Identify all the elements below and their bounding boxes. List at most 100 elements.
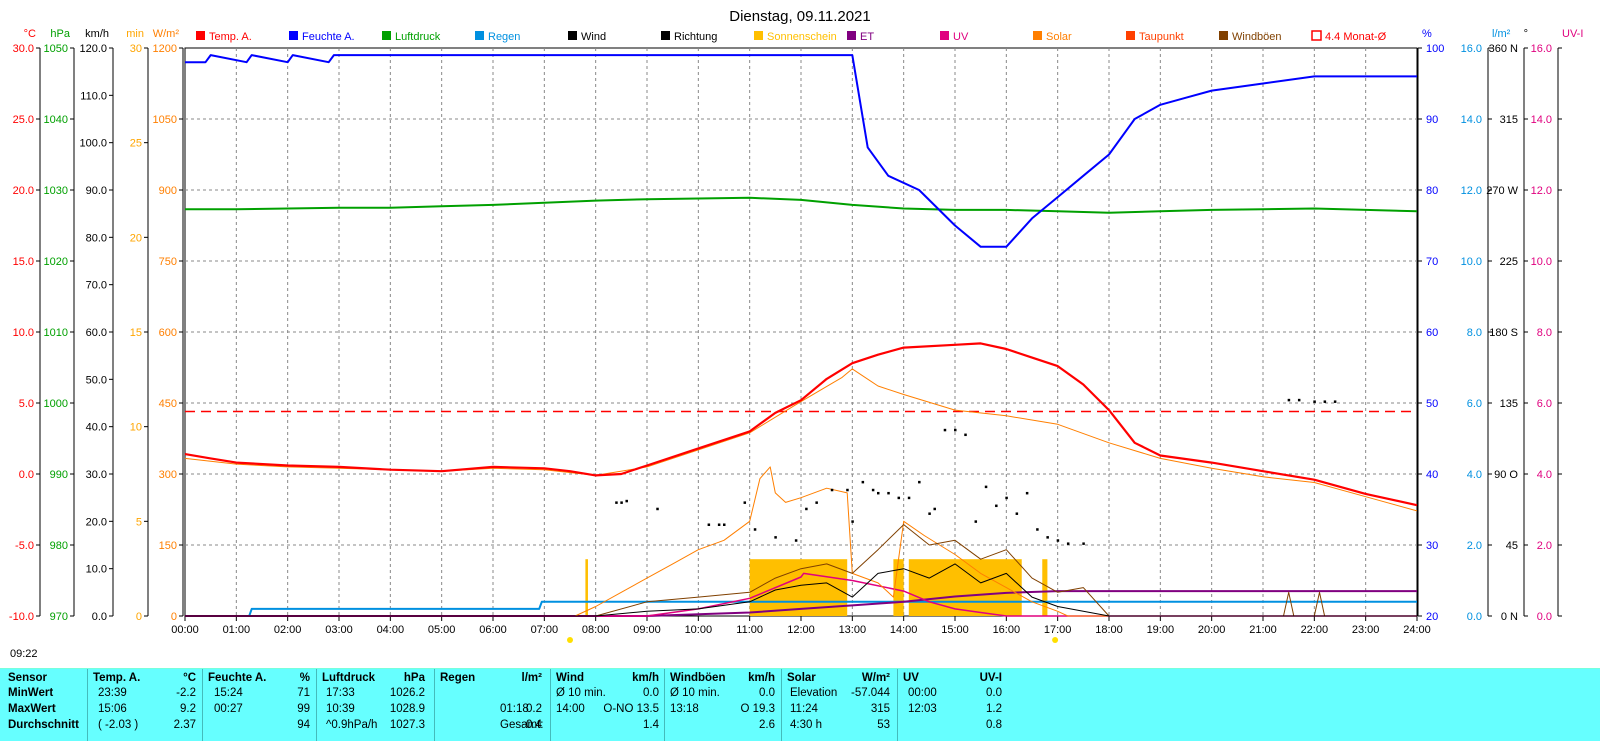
stats-row-label: Durchschnitt bbox=[8, 719, 79, 731]
stats-header-label: Regen bbox=[440, 672, 476, 684]
left-axis-unit: km/h bbox=[85, 28, 109, 40]
wind-direction-point bbox=[1082, 542, 1085, 545]
left-axis-tick-label: 5.0 bbox=[19, 398, 34, 410]
sun-marker-icon bbox=[1052, 637, 1059, 643]
wind-direction-point bbox=[861, 480, 865, 484]
x-tick-label: 23:00 bbox=[1352, 624, 1380, 636]
stats-cell-time: 12:03 bbox=[908, 703, 937, 715]
left-axis-tick-label: 15 bbox=[130, 327, 142, 339]
stats-cell-value: 2.37 bbox=[173, 719, 196, 731]
sunshine-bar bbox=[585, 559, 588, 616]
wind-direction-point bbox=[815, 501, 818, 504]
stats-cell-value: 9.2 bbox=[180, 703, 196, 715]
stats-header-unit: UV-I bbox=[979, 672, 1002, 684]
x-tick-label: 08:00 bbox=[582, 624, 610, 636]
wind-direction-point bbox=[1313, 400, 1316, 403]
right-axis-tick-label: 6.0 bbox=[1467, 398, 1482, 410]
left-axis-tick-label: 750 bbox=[159, 256, 177, 268]
legend-item: Wind bbox=[568, 31, 606, 43]
left-axis-tick-label: 600 bbox=[159, 327, 177, 339]
stats-cell-time: 15:24 bbox=[214, 687, 243, 699]
legend-label: Richtung bbox=[674, 31, 717, 43]
stats-column-separator bbox=[550, 669, 551, 741]
x-tick-label: 12:00 bbox=[787, 624, 815, 636]
right-axis-tick-label: 90 bbox=[1426, 114, 1438, 126]
stats-row-label: MinWert bbox=[8, 687, 54, 699]
stats-header-label: Solar bbox=[787, 672, 816, 684]
legend-label: ET bbox=[860, 31, 874, 43]
axes-layer: °C 30.0 25.0 20.0 15.0 10.0 5.0 0.0 -5.0 -10.0 hPa… bbox=[9, 28, 1583, 623]
series-layer bbox=[184, 54, 1418, 617]
stats-header-unit: l/m² bbox=[521, 672, 542, 684]
legend-swatch bbox=[382, 31, 391, 40]
wind-direction-point bbox=[1056, 539, 1060, 542]
stats-cell-value: 71 bbox=[297, 687, 310, 699]
right-axis-tick-label: 6.0 bbox=[1537, 398, 1552, 410]
series-line-feuchte-a bbox=[185, 54, 1417, 248]
stats-cell-value: -2.2 bbox=[176, 687, 196, 699]
stats-cell-time: 00:27 bbox=[214, 703, 243, 715]
right-axis-tick-label: 4.0 bbox=[1467, 469, 1482, 481]
left-axis-unit: hPa bbox=[50, 28, 70, 40]
stats-cell-time: ^0.9hPa/h bbox=[326, 719, 378, 731]
right-axis-tick-label: 8.0 bbox=[1467, 327, 1482, 339]
sunshine-bar bbox=[893, 559, 904, 616]
legend-label: 4.4 Monat-Ø bbox=[1325, 31, 1387, 43]
right-axis-tick-label: 2.0 bbox=[1537, 540, 1552, 552]
wind-direction-point bbox=[805, 507, 808, 511]
right-axis-tick-label: 70 bbox=[1426, 256, 1438, 268]
left-axis-tick-label: 90.0 bbox=[86, 185, 107, 197]
right-axis-tick-label: 45 bbox=[1506, 540, 1518, 552]
wind-direction-point bbox=[1046, 536, 1049, 539]
right-axis-tick-label: 20 bbox=[1426, 611, 1438, 623]
left-axis-tick-label: 30.0 bbox=[86, 469, 107, 481]
legend-item: Windböen bbox=[1219, 31, 1282, 43]
left-axis-tick-label: 25 bbox=[130, 138, 142, 150]
x-tick-label: 21:00 bbox=[1249, 624, 1277, 636]
x-tick-label: 17:00 bbox=[1044, 624, 1072, 636]
left-axis-tick-label: 10.0 bbox=[86, 564, 107, 576]
left-axis-unit: min bbox=[126, 28, 144, 40]
left-axis-tick-label: 110.0 bbox=[80, 90, 107, 102]
right-axis-tick-label: 270 W bbox=[1486, 185, 1518, 197]
stats-cell-value: -57.044 bbox=[850, 687, 890, 699]
chart-title: Dienstag, 09.11.2021 bbox=[729, 8, 871, 25]
x-tick-label: 24:00 bbox=[1403, 624, 1431, 636]
legend-swatch bbox=[661, 31, 670, 40]
legend-item: Taupunkt bbox=[1126, 31, 1184, 43]
legend-swatch bbox=[1311, 30, 1322, 41]
stats-cell-value: 1027.3 bbox=[389, 719, 425, 731]
legend-label: Regen bbox=[488, 31, 520, 43]
wind-direction-point bbox=[851, 520, 854, 523]
stats-cell-value: 1.4 bbox=[643, 719, 659, 731]
legend-swatch bbox=[940, 31, 949, 40]
stats-cell-time: 00:00 bbox=[908, 687, 937, 699]
left-axis-tick-label: 450 bbox=[159, 398, 177, 410]
right-axis-tick-label: 12.0 bbox=[1531, 185, 1552, 197]
x-tick-label: 09:00 bbox=[633, 624, 661, 636]
stats-header-unit: hPa bbox=[403, 672, 425, 684]
stats-cell-value: 0.2 bbox=[526, 703, 542, 715]
wind-direction-point bbox=[774, 536, 777, 539]
stats-row-label: MaxWert bbox=[8, 703, 56, 715]
left-axis-tick-label: 20.0 bbox=[13, 185, 34, 197]
legend-item: Richtung bbox=[661, 31, 717, 43]
sunshine-bar bbox=[1042, 559, 1048, 616]
x-tick-label: 06:00 bbox=[479, 624, 507, 636]
right-axis-tick-label: 2.0 bbox=[1467, 540, 1482, 552]
x-tick-label: 11:00 bbox=[736, 624, 763, 636]
stats-header-label: Feuchte A. bbox=[208, 672, 267, 684]
wind-direction-point bbox=[933, 507, 936, 511]
left-axis-tick-label: -5.0 bbox=[15, 540, 34, 552]
stats-cell-time: Ø 10 min. bbox=[670, 687, 720, 699]
left-axis-unit: °C bbox=[24, 28, 36, 40]
legend-swatch bbox=[289, 31, 298, 40]
left-axis-tick-label: 0 bbox=[136, 611, 142, 623]
sunshine-bar bbox=[908, 559, 1022, 616]
stats-header-unit: W/m² bbox=[861, 672, 890, 684]
legend-swatch bbox=[1219, 31, 1228, 40]
legend-swatch bbox=[1033, 31, 1042, 40]
legend-label: Feuchte A. bbox=[302, 31, 355, 43]
stats-column-separator bbox=[897, 669, 898, 741]
legend-swatch bbox=[754, 31, 763, 40]
